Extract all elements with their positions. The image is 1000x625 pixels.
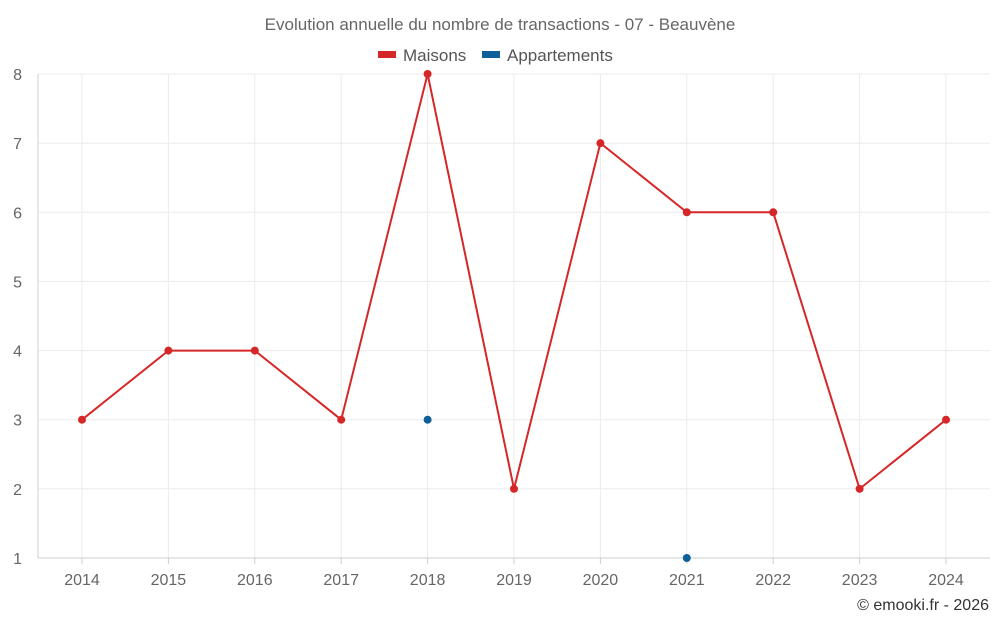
- data-point-maisons-2020[interactable]: [596, 139, 605, 148]
- data-point-maisons-2023[interactable]: [855, 484, 864, 493]
- chart-title: Evolution annuelle du nombre de transact…: [265, 15, 736, 34]
- y-tick-label: 4: [13, 344, 22, 361]
- data-point-maisons-2015[interactable]: [164, 346, 173, 355]
- series-layer: [78, 70, 950, 562]
- legend: Maisons Appartements: [378, 46, 613, 65]
- data-point-maisons-2018[interactable]: [423, 70, 432, 78]
- x-tick-label: 2016: [237, 572, 273, 589]
- legend-label-maisons: Maisons: [403, 46, 466, 65]
- x-tick-label: 2020: [583, 572, 619, 589]
- y-tick-label: 6: [13, 205, 22, 222]
- y-tick-label: 3: [13, 413, 22, 430]
- legend-swatch-maisons: [378, 51, 396, 58]
- data-point-appartements-2018[interactable]: [423, 415, 432, 424]
- x-tick-label: 2021: [669, 572, 705, 589]
- x-tick-label: 2018: [410, 572, 446, 589]
- y-tick-label: 2: [13, 482, 22, 499]
- legend-swatch-appartements: [482, 51, 500, 58]
- data-point-maisons-2017[interactable]: [337, 415, 346, 424]
- data-point-maisons-2014[interactable]: [78, 415, 86, 424]
- data-point-maisons-2021[interactable]: [682, 208, 691, 217]
- x-tick-label: 2022: [755, 572, 791, 589]
- x-tick-label: 2017: [323, 572, 359, 589]
- y-axis-ticks: 1 2 3 4 5 6 7 8: [13, 67, 22, 568]
- x-tick-label: 2023: [842, 572, 878, 589]
- y-tick-label: 1: [13, 551, 22, 568]
- legend-item-maisons[interactable]: Maisons: [378, 46, 466, 65]
- data-point-maisons-2016[interactable]: [250, 346, 259, 355]
- credit-text: © emooki.fr - 2026: [857, 597, 989, 614]
- x-tick-label: 2019: [496, 572, 532, 589]
- x-tick-label: 2014: [64, 572, 100, 589]
- legend-label-appartements: Appartements: [507, 46, 613, 65]
- x-tick-label: 2024: [928, 572, 964, 589]
- data-point-maisons-2022[interactable]: [769, 208, 778, 217]
- x-tick-label: 2015: [151, 572, 187, 589]
- x-axis-ticks: 2014 2015 2016 2017 2018 2019 2020 2021 2022 2023…: [64, 558, 964, 589]
- gridlines: [38, 73, 990, 558]
- data-point-maisons-2019[interactable]: [510, 484, 518, 493]
- y-tick-label: 7: [13, 136, 22, 153]
- y-tick-label: 5: [13, 274, 22, 291]
- data-point-maisons-2024[interactable]: [942, 415, 950, 424]
- data-point-appartements-2021[interactable]: [682, 554, 691, 562]
- legend-item-appartements[interactable]: Appartements: [482, 46, 613, 65]
- y-tick-label: 8: [13, 67, 22, 84]
